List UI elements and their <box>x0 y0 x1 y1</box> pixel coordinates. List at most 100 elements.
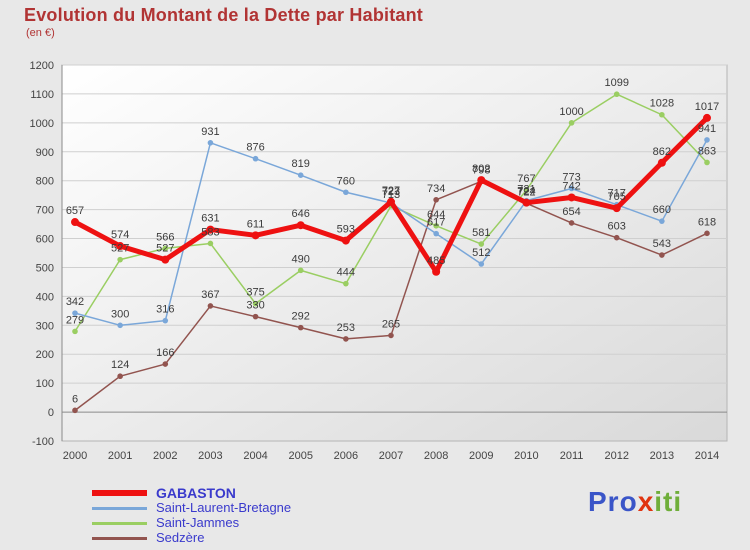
svg-text:2011: 2011 <box>560 450 584 462</box>
svg-text:490: 490 <box>292 253 310 265</box>
svg-text:1000: 1000 <box>30 118 54 130</box>
logo-part: x <box>637 486 655 517</box>
svg-text:512: 512 <box>472 247 490 259</box>
svg-text:1100: 1100 <box>30 89 54 101</box>
legend-label: Saint-Jammes <box>156 515 240 530</box>
svg-text:731: 731 <box>517 184 535 196</box>
svg-text:166: 166 <box>156 347 174 359</box>
svg-text:600: 600 <box>36 234 54 246</box>
svg-text:1017: 1017 <box>695 101 719 113</box>
series-gabaston <box>71 113 711 276</box>
legend-label: Saint-Laurent-Bretagne <box>156 500 292 515</box>
svg-text:900: 900 <box>36 147 54 159</box>
svg-text:767: 767 <box>517 173 535 185</box>
svg-text:727: 727 <box>382 185 400 197</box>
svg-text:654: 654 <box>562 206 580 218</box>
svg-text:618: 618 <box>698 216 716 228</box>
svg-text:717: 717 <box>608 188 626 200</box>
svg-text:631: 631 <box>201 213 219 225</box>
svg-text:279: 279 <box>66 314 84 326</box>
legend-label: GABASTON <box>156 485 236 501</box>
svg-text:2007: 2007 <box>379 450 403 462</box>
svg-text:700: 700 <box>36 205 54 217</box>
svg-text:444: 444 <box>337 267 355 279</box>
svg-text:375: 375 <box>246 287 264 299</box>
legend-swatch <box>92 536 147 540</box>
svg-text:646: 646 <box>292 208 310 220</box>
svg-text:760: 760 <box>337 175 355 187</box>
svg-text:722: 722 <box>517 186 535 198</box>
svg-text:2002: 2002 <box>153 450 177 462</box>
svg-text:2012: 2012 <box>604 450 628 462</box>
svg-text:2006: 2006 <box>334 450 358 462</box>
svg-text:527: 527 <box>156 243 174 255</box>
svg-text:543: 543 <box>653 238 671 250</box>
svg-text:500: 500 <box>36 262 54 274</box>
svg-text:713: 713 <box>382 189 400 201</box>
svg-text:-100: -100 <box>32 436 54 448</box>
legend-label: Sedzère <box>156 530 205 545</box>
svg-text:566: 566 <box>156 231 174 243</box>
svg-text:253: 253 <box>337 322 355 334</box>
svg-text:581: 581 <box>472 227 490 239</box>
svg-text:603: 603 <box>608 221 626 233</box>
svg-text:657: 657 <box>66 205 84 217</box>
chart-legend: GABASTON Saint-Laurent-Bretagne Saint-Jamm… <box>92 486 291 546</box>
svg-text:798: 798 <box>472 164 490 176</box>
svg-text:876: 876 <box>246 142 264 154</box>
svg-text:593: 593 <box>337 224 355 236</box>
svg-text:574: 574 <box>111 229 129 241</box>
y-axis-tick-labels: -100 0 100 200 300 400 500 600 700 800 900 1000 1100… <box>30 60 54 448</box>
chart-subtitle: (en €) <box>26 27 55 39</box>
svg-text:611: 611 <box>247 218 265 230</box>
svg-text:1200: 1200 <box>30 60 54 72</box>
svg-text:863: 863 <box>698 145 716 157</box>
logo-part: Pro <box>588 486 638 517</box>
chart-title: Evolution du Montant de la Dette par Hab… <box>24 5 424 25</box>
svg-text:2000: 2000 <box>63 450 87 462</box>
point-value-labels: 657 574 527 631 611 646 593 727 485 802 724 742 705 8… <box>66 77 719 405</box>
svg-text:2003: 2003 <box>198 450 222 462</box>
svg-text:0: 0 <box>48 407 54 419</box>
svg-text:400: 400 <box>36 291 54 303</box>
proxiti-logo: Proxiti <box>588 486 682 518</box>
svg-text:941: 941 <box>698 123 716 135</box>
svg-text:100: 100 <box>36 378 54 390</box>
legend-item-gabaston: GABASTON <box>92 486 291 500</box>
svg-text:6: 6 <box>72 393 78 405</box>
svg-text:527: 527 <box>111 243 129 255</box>
svg-text:1099: 1099 <box>604 77 628 89</box>
svg-text:724: 724 <box>517 186 535 198</box>
svg-text:862: 862 <box>653 146 671 158</box>
svg-text:723: 723 <box>382 186 400 198</box>
svg-text:485: 485 <box>427 255 445 267</box>
svg-text:1000: 1000 <box>559 106 583 118</box>
legend-item-saint-laurent-bretagne: Saint-Laurent-Bretagne <box>92 501 291 515</box>
svg-text:2004: 2004 <box>243 450 267 462</box>
legend-swatch <box>92 490 147 496</box>
svg-text:1028: 1028 <box>650 98 674 110</box>
svg-text:342: 342 <box>66 296 84 308</box>
x-axis-tick-labels: 2000 2001 2002 2003 2004 2005 2006 2007 2008 2009… <box>63 450 719 462</box>
svg-text:2013: 2013 <box>650 450 674 462</box>
svg-text:2001: 2001 <box>108 450 132 462</box>
svg-text:2010: 2010 <box>514 450 538 462</box>
svg-text:2005: 2005 <box>288 450 312 462</box>
svg-text:300: 300 <box>36 320 54 332</box>
svg-text:705: 705 <box>608 191 626 203</box>
svg-text:2008: 2008 <box>424 450 448 462</box>
svg-text:742: 742 <box>562 180 580 192</box>
svg-text:617: 617 <box>427 217 445 229</box>
svg-text:931: 931 <box>201 126 219 138</box>
legend-swatch <box>92 521 147 525</box>
svg-text:200: 200 <box>36 349 54 361</box>
svg-text:316: 316 <box>156 304 174 316</box>
legend-item-saint-jammes: Saint-Jammes <box>92 516 291 530</box>
svg-text:2014: 2014 <box>695 450 719 462</box>
svg-text:300: 300 <box>111 308 129 320</box>
svg-text:583: 583 <box>201 226 219 238</box>
svg-text:800: 800 <box>36 176 54 188</box>
svg-text:265: 265 <box>382 318 400 330</box>
